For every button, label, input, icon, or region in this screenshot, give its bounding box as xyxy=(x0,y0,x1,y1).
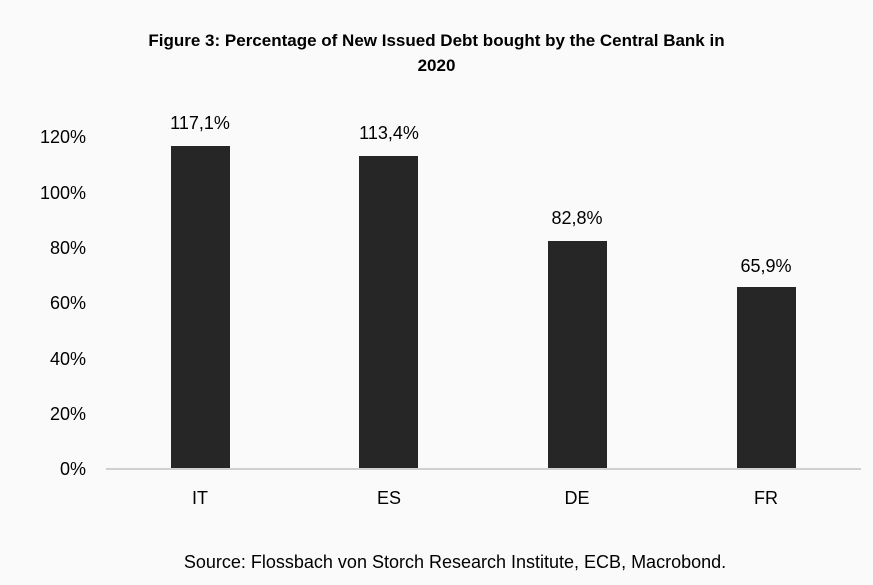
x-label-es: ES xyxy=(376,488,401,508)
x-label-de: DE xyxy=(564,488,590,508)
source-note: Source: Flossbach von Storch Research In… xyxy=(183,552,727,572)
chart-title-line2: 2020 xyxy=(417,56,456,75)
data-label-es: 113,4% xyxy=(359,123,419,143)
y-tick-80: 80% xyxy=(49,238,86,258)
x-label-fr: FR xyxy=(754,488,778,508)
bar-it xyxy=(171,146,230,469)
data-label-fr: 65,9% xyxy=(740,256,792,276)
data-label-de: 82,8% xyxy=(551,208,603,228)
bar-de xyxy=(548,241,607,469)
x-label-it: IT xyxy=(192,488,208,508)
bar-es xyxy=(359,156,418,469)
data-label-it: 117,1% xyxy=(170,113,230,133)
y-tick-0: 0% xyxy=(59,459,86,479)
y-tick-120: 120% xyxy=(39,127,86,147)
x-axis-line xyxy=(106,468,861,470)
y-tick-60: 60% xyxy=(49,293,86,313)
chart-title-line1: Figure 3: Percentage of New Issued Debt … xyxy=(148,31,725,50)
chart-title: Figure 3: Percentage of New Issued Debt … xyxy=(0,28,873,78)
bar-fr xyxy=(737,287,796,469)
y-tick-20: 20% xyxy=(49,404,86,424)
y-tick-40: 40% xyxy=(49,349,86,369)
y-tick-100: 100% xyxy=(39,183,86,203)
